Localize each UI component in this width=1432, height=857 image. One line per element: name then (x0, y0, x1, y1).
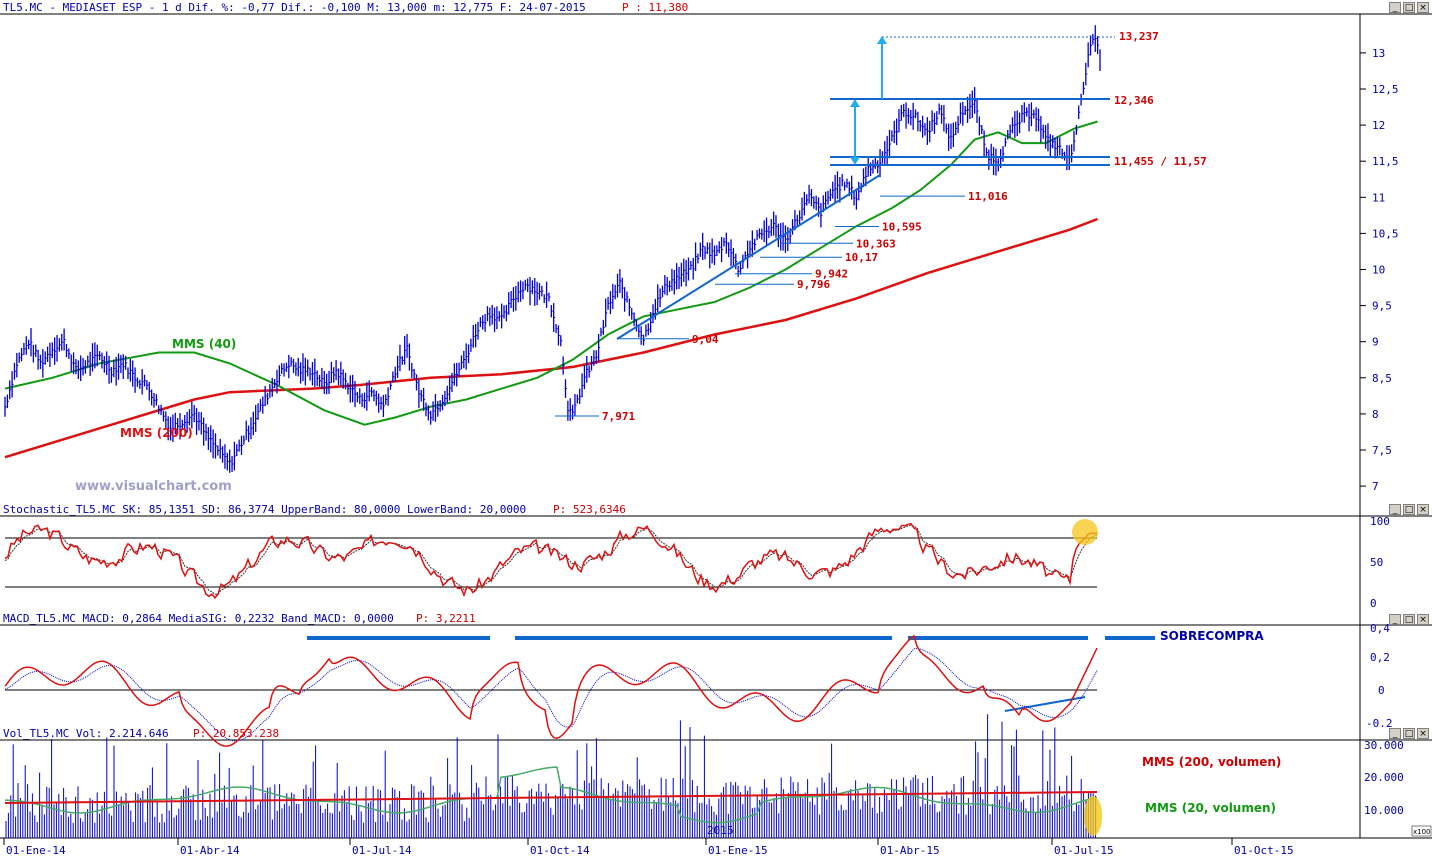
stoch-close-button[interactable]: × (1417, 504, 1429, 515)
volume-bars (5, 714, 1097, 838)
macd-tick-0: 0 (1378, 684, 1385, 697)
level-label: 11,455 / 11,57 (1114, 155, 1207, 168)
window-price-label: P : 11,380 (622, 1, 688, 14)
volume-highlight (1084, 796, 1102, 836)
level-label: 11,016 (968, 190, 1008, 203)
price-levels: 13,237 12,346 11,455 / 11,57 11,016 10,595 10… (555, 30, 1207, 423)
price-tick: 7 (1372, 480, 1379, 493)
stoch-tick-50: 50 (1370, 556, 1383, 569)
watermark: www.visualchart.com (75, 479, 232, 494)
macd-signal-line (4, 647, 1098, 742)
price-tick: 11,5 (1372, 155, 1399, 168)
macd-price-label: P: 3,2211 (416, 612, 476, 625)
x-tick-label: 01-Abr-14 (180, 844, 240, 857)
vol-tick-30000: 30.000 (1364, 739, 1404, 752)
minimize-button[interactable]: _ (1389, 2, 1401, 13)
overbought-label: SOBRECOMPRA (1160, 629, 1264, 643)
stoch-tick-100: 100 (1370, 515, 1390, 528)
volume-ma200-line (4, 791, 1098, 804)
vol-tick-20000: 20.000 (1364, 771, 1404, 784)
ma200-path (4, 217, 1099, 459)
volume-unit-label: x100 (1413, 828, 1431, 836)
x-tick-label: 01-Oct-14 (530, 844, 590, 857)
price-tick: 8,5 (1372, 372, 1392, 385)
macd-title: MACD_TL5.MC MACD: 0,2864 MediaSIG: 0,223… (3, 612, 394, 625)
stoch-minimize-button[interactable]: _ (1389, 504, 1401, 515)
price-tick: 10,5 (1372, 227, 1399, 240)
vol-close-button[interactable]: × (1417, 728, 1429, 739)
level-label: 10,363 (856, 237, 896, 250)
macd-tick-0.2: 0,2 (1370, 651, 1390, 664)
x-tick-label: 01-Oct-15 (1234, 844, 1294, 857)
stoch-maximize-button[interactable]: □ (1403, 504, 1415, 515)
price-tick: 9,5 (1372, 300, 1392, 313)
volume-ma20-line (4, 766, 1098, 824)
level-label: 10,595 (882, 221, 922, 234)
x-tick-label: 01-Jul-14 (352, 844, 412, 857)
macd-minimize-button[interactable]: _ (1389, 614, 1401, 625)
macd-maximize-button[interactable]: □ (1403, 614, 1415, 625)
x-axis: 01-Ene-14 01-Abr-14 01-Jul-14 01-Oct-14 01-E… (3, 838, 1294, 857)
level-label: 9,942 (815, 268, 848, 281)
volume-ma20-label: MMS (20, volumen) (1145, 801, 1276, 815)
level-label: 12,346 (1114, 94, 1154, 107)
stochastic-price-label: P: 523,6346 (553, 503, 626, 516)
macd-close-button[interactable]: × (1417, 614, 1429, 625)
stochastic-title: Stochastic_TL5.MC SK: 85,1351 SD: 86,377… (3, 503, 526, 516)
x-tick-label: 01-Jul-15 (1054, 844, 1114, 857)
volume-title: Vol_TL5.MC Vol: 2.214.646 (3, 727, 169, 740)
volume-ma200-label: MMS (200, volumen) (1142, 755, 1281, 769)
level-label: 9,04 (692, 333, 719, 346)
vol-tick-10000: 10.000 (1364, 804, 1404, 817)
level-label: 7,971 (602, 410, 635, 423)
ma40-legend: MMS (40) (172, 337, 236, 351)
ma200-legend: MMS (200) (120, 426, 193, 440)
price-y-axis: 13 12,5 12 11,5 11 10,5 10 9,5 9 8,5 8 7,5 7 (1360, 47, 1399, 493)
price-tick: 12 (1372, 119, 1385, 132)
stochastic-highlight (1072, 519, 1098, 545)
trendline-support (616, 174, 881, 340)
ma40-path (4, 120, 1098, 426)
stoch-tick-0: 0 (1370, 597, 1377, 610)
macd-tick-neg0.2: -0.2 (1366, 717, 1393, 730)
stochastic-sk-line (4, 522, 1098, 600)
volume-year-label: 2015 (707, 824, 734, 837)
price-tick: 13 (1372, 47, 1385, 60)
macd-line (4, 634, 1098, 747)
level-label: 9,796 (797, 278, 830, 291)
maximize-button[interactable]: □ (1403, 2, 1415, 13)
close-button[interactable]: × (1417, 2, 1429, 13)
window-title: TL5.MC - MEDIASET ESP - 1 d Dif. %: -0,7… (3, 1, 586, 14)
x-tick-label: 01-Abr-15 (880, 844, 940, 857)
price-tick: 7,5 (1372, 444, 1392, 457)
macd-tick-0.4: 0,4 (1370, 622, 1390, 635)
level-label: 10,17 (845, 251, 878, 264)
level-label: 13,237 (1119, 30, 1159, 43)
price-tick: 11 (1372, 191, 1385, 204)
x-tick-label: 01-Ene-14 (6, 844, 66, 857)
price-series (4, 25, 1101, 473)
vol-maximize-button[interactable]: □ (1403, 728, 1415, 739)
stochastic-sd-line (4, 524, 1098, 595)
ma200-line (4, 217, 1099, 459)
price-tick: 12,5 (1372, 83, 1399, 96)
vol-minimize-button[interactable]: _ (1389, 728, 1401, 739)
ma40-line (4, 120, 1098, 426)
price-tick: 10 (1372, 264, 1385, 277)
price-tick: 8 (1372, 408, 1379, 421)
volume-price-label: P: 20.853.238 (193, 727, 279, 740)
price-tick: 9 (1372, 336, 1379, 349)
x-tick-label: 01-Ene-15 (708, 844, 768, 857)
